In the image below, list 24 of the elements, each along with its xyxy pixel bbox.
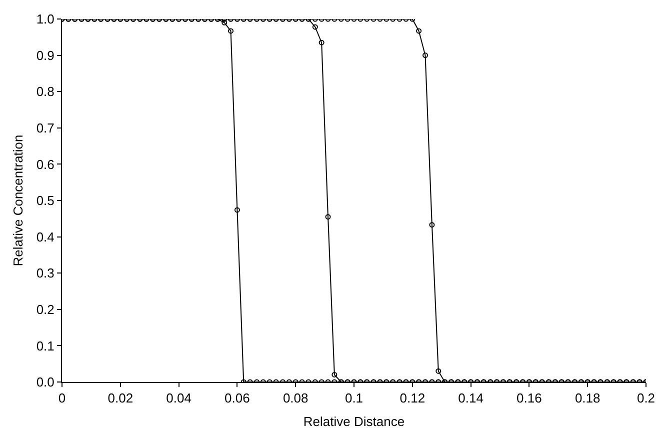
y-tick-label: 0.8: [36, 84, 54, 100]
y-tick-label: 0.7: [36, 120, 54, 136]
y-tick-label: 0.4: [36, 229, 54, 244]
x-tick-label: 0.02: [108, 390, 134, 406]
y-tick-label: 0.6: [36, 156, 54, 172]
x-axis-title: Relative Distance: [303, 414, 405, 430]
x-tick-label: 0.1: [344, 390, 364, 406]
x-tick-label: 0: [58, 390, 66, 406]
y-tick-label: 0.1: [36, 338, 54, 354]
y-axis-title: Relative Concentration: [10, 134, 26, 266]
x-tick-label: 0.2: [636, 390, 656, 406]
x-tick-label: 0.06: [224, 390, 250, 406]
x-tick-label: 0.04: [166, 390, 192, 406]
y-tick-label: 1.0: [36, 12, 54, 27]
y-tick-label: 0.5: [36, 193, 54, 208]
x-tick-label: 0.14: [458, 390, 484, 406]
x-tick-label: 0.08: [282, 390, 308, 406]
y-tick-label: 0.0: [36, 374, 54, 390]
y-tick-label: 0.9: [36, 48, 54, 63]
x-tick-label: 0.12: [400, 390, 426, 406]
x-tick-label: 0.16: [516, 390, 542, 406]
y-tick-label: 0.3: [36, 266, 54, 281]
x-tick-label: 0.18: [574, 390, 600, 406]
y-tick-label: 0.2: [36, 302, 54, 317]
